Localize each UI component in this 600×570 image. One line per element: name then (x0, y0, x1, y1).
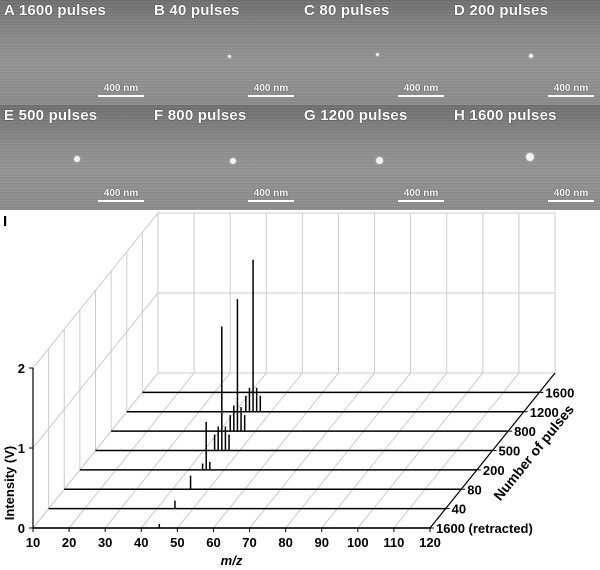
scale-bar: 400 nm (548, 189, 594, 202)
scale-bar: 400 nm (248, 189, 294, 202)
sem-panel-g: G 1200 pulses 400 nm (300, 105, 450, 210)
sem-panel-label: E 500 pulses (4, 107, 98, 124)
scale-bar: 400 nm (548, 84, 594, 97)
x-tick-label: 100 (347, 535, 369, 550)
x-tick-label: 50 (170, 535, 184, 550)
mass-spectra-3d-chart: 10 20 30 40 50 60 70 80 90 100 110 120012m/zIntensi… (2, 211, 577, 568)
nanoparticle (529, 54, 533, 58)
side-wall-gridline (32, 292, 159, 449)
x-tick-label: 10 (26, 535, 40, 550)
scale-bar-label: 400 nm (103, 188, 139, 199)
scale-bar-label: 400 nm (553, 83, 589, 94)
sem-panel-h: H 1600 pulses 400 nm (450, 105, 600, 210)
x-tick-label: 60 (206, 535, 220, 550)
sem-panel-a: A 1600 pulses 400 nm (0, 0, 150, 105)
nanoparticle (228, 55, 231, 58)
scale-bar-label: 400 nm (253, 188, 289, 199)
sem-panel-b: B 40 pulses 400 nm (150, 0, 300, 105)
sem-panel-f: F 800 pulses 400 nm (150, 105, 300, 210)
sem-panel-label: D 200 pulses (454, 2, 549, 19)
x-tick-label: 120 (419, 535, 441, 550)
scale-bar-line (398, 95, 444, 97)
scale-bar-line (548, 95, 594, 97)
y-tick-label: 2 (18, 361, 25, 376)
nanoparticle (526, 153, 534, 161)
nanoparticle (376, 53, 379, 56)
sem-panel-label: C 80 pulses (304, 2, 390, 19)
depth-tick-label: 800 (514, 424, 536, 439)
scale-bar-label: 400 nm (553, 188, 589, 199)
depth-tick-label: 1600 (retracted) (436, 521, 533, 536)
scale-bar-line (548, 200, 594, 202)
sem-panel-label: H 1600 pulses (454, 107, 557, 124)
depth-tick-label: 1600 (545, 385, 574, 400)
scale-bar: 400 nm (98, 189, 144, 202)
scale-bar: 400 nm (98, 84, 144, 97)
x-tick-label: 30 (98, 535, 112, 550)
scale-bar-line (248, 200, 294, 202)
sem-panel-c: C 80 pulses 400 nm (300, 0, 450, 105)
sem-panel-e: E 500 pulses 400 nm (0, 105, 150, 210)
depth-tick-label: 80 (467, 482, 481, 497)
scale-bar: 400 nm (248, 84, 294, 97)
scale-bar-label: 400 nm (253, 83, 289, 94)
x-tick-label: 70 (242, 535, 256, 550)
sem-panel-d: D 200 pulses 400 nm (450, 0, 600, 105)
spectra-traces (33, 259, 540, 529)
scale-bar-label: 400 nm (403, 188, 439, 199)
chart-grid (32, 213, 556, 529)
sem-panel-label: B 40 pulses (154, 2, 240, 19)
scale-bar-label: 400 nm (403, 83, 439, 94)
x-axis-title: m/z (221, 553, 243, 568)
x-tick-label: 110 (383, 535, 404, 550)
y-axis-title: Intensity (V) (2, 446, 17, 520)
scale-bar: 400 nm (398, 84, 444, 97)
x-tick-label: 80 (278, 535, 292, 550)
x-tick-label: 40 (134, 535, 148, 550)
scale-bar-line (248, 95, 294, 97)
sem-panel-label: F 800 pulses (154, 107, 247, 124)
nanoparticle (376, 157, 383, 164)
nanoparticle (230, 158, 236, 164)
panel-i-label: I (3, 213, 8, 230)
y-tick-label: 0 (18, 521, 25, 536)
scale-bar-line (398, 200, 444, 202)
scale-bar: 400 nm (398, 189, 444, 202)
depth-tick-label: 500 (499, 444, 521, 459)
depth-tick-label: 40 (452, 502, 466, 517)
scale-bar-line (98, 95, 144, 97)
depth-tick-label: 200 (483, 463, 505, 478)
scale-bar-line (98, 200, 144, 202)
x-tick-label: 20 (62, 535, 76, 550)
sem-panel-label: G 1200 pulses (304, 107, 408, 124)
x-tick-label: 90 (314, 535, 328, 550)
nanoparticle (74, 156, 80, 162)
sem-panel-label: A 1600 pulses (4, 2, 107, 19)
depth-tick-label: 1200 (530, 405, 559, 420)
y-tick-label: 1 (18, 441, 25, 456)
scale-bar-label: 400 nm (103, 83, 139, 94)
